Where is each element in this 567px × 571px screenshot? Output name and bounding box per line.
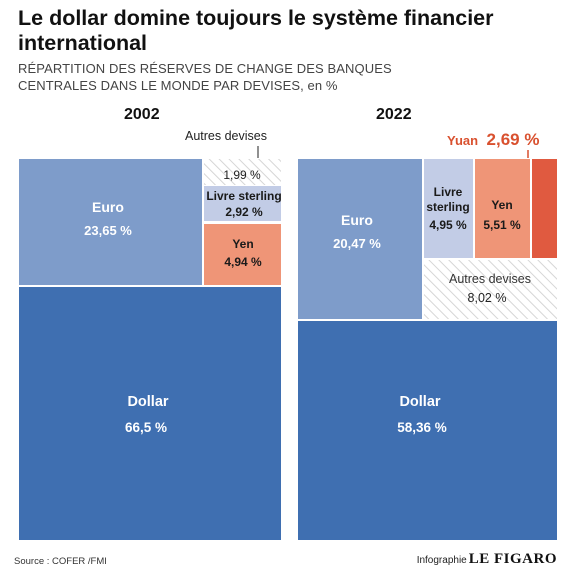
subtitle-line-2: CENTRALES DANS LE MONDE PAR DEVISES, en … — [18, 78, 338, 93]
panel-2002: Euro 23,65 % 1,99 % Autres devises Livre… — [19, 129, 282, 540]
cell-2022-dollar — [298, 321, 557, 540]
label-2022-dollar-name: Dollar — [399, 394, 440, 410]
label-2022-yen-name: Yen — [491, 198, 512, 212]
credit: Infographie LE FIGARO — [417, 551, 557, 568]
year-label-2022: 2022 — [376, 106, 412, 123]
cell-2002-autres — [204, 159, 281, 185]
label-2002-euro-name: Euro — [92, 199, 124, 215]
label-2022-yuan-name: Yuan — [447, 133, 478, 148]
label-2002-euro-value: 23,65 % — [84, 223, 132, 238]
credit-label: Infographie — [416, 555, 467, 566]
cell-2002-yen — [204, 224, 281, 285]
cell-2022-livre — [424, 159, 473, 258]
label-2002-yen-name: Yen — [232, 237, 253, 251]
label-2022-livre-name-1: Livre — [434, 185, 463, 199]
label-2022-autres-value: 8,02 % — [468, 291, 507, 305]
cell-2022-autres — [424, 260, 557, 319]
year-label-2002: 2002 — [124, 106, 160, 123]
label-2002-autres-name: Autres devises — [185, 129, 267, 143]
page-subtitle: RÉPARTITION DES RÉSERVES DE CHANGE DES B… — [18, 60, 538, 94]
label-2022-yen-value: 5,51 % — [483, 218, 521, 232]
label-2022-yuan: Yuan 2,69 % — [447, 130, 539, 149]
label-2002-dollar-name: Dollar — [127, 394, 168, 410]
page-title: Le dollar domine toujours le système fin… — [18, 6, 494, 55]
label-2022-livre-name-2: sterling — [426, 200, 469, 214]
label-2022-dollar-value: 58,36 % — [397, 420, 447, 435]
panel-2022: Euro 20,47 % Livre sterling 4,95 % Yen 5… — [298, 130, 557, 540]
label-2002-autres-value: 1,99 % — [223, 168, 261, 182]
subtitle-line-1: RÉPARTITION DES RÉSERVES DE CHANGE DES B… — [18, 61, 392, 76]
source-note: Source : COFER /FMI — [14, 556, 107, 567]
cell-2022-yuan — [532, 159, 557, 258]
label-2002-dollar-value: 66,5 % — [125, 420, 167, 435]
label-2002-yen-value: 4,94 % — [224, 255, 262, 269]
label-2022-livre-value: 4,95 % — [429, 218, 467, 232]
label-2002-livre-name: Livre sterling — [206, 189, 281, 203]
label-2022-autres-name: Autres devises — [449, 272, 531, 286]
cell-2002-livre — [204, 186, 281, 221]
label-2022-euro-name: Euro — [341, 212, 373, 228]
label-2022-euro-value: 20,47 % — [333, 236, 381, 251]
cell-2002-dollar — [19, 287, 281, 540]
le-figaro-logo: LE FIGARO — [468, 551, 557, 567]
cell-2002-euro — [19, 159, 202, 285]
label-2022-yuan-value: 2,69 % — [487, 130, 540, 149]
cell-2022-yen — [475, 159, 530, 258]
label-2002-livre-value: 2,92 % — [225, 205, 263, 219]
cell-2022-euro — [298, 159, 422, 319]
